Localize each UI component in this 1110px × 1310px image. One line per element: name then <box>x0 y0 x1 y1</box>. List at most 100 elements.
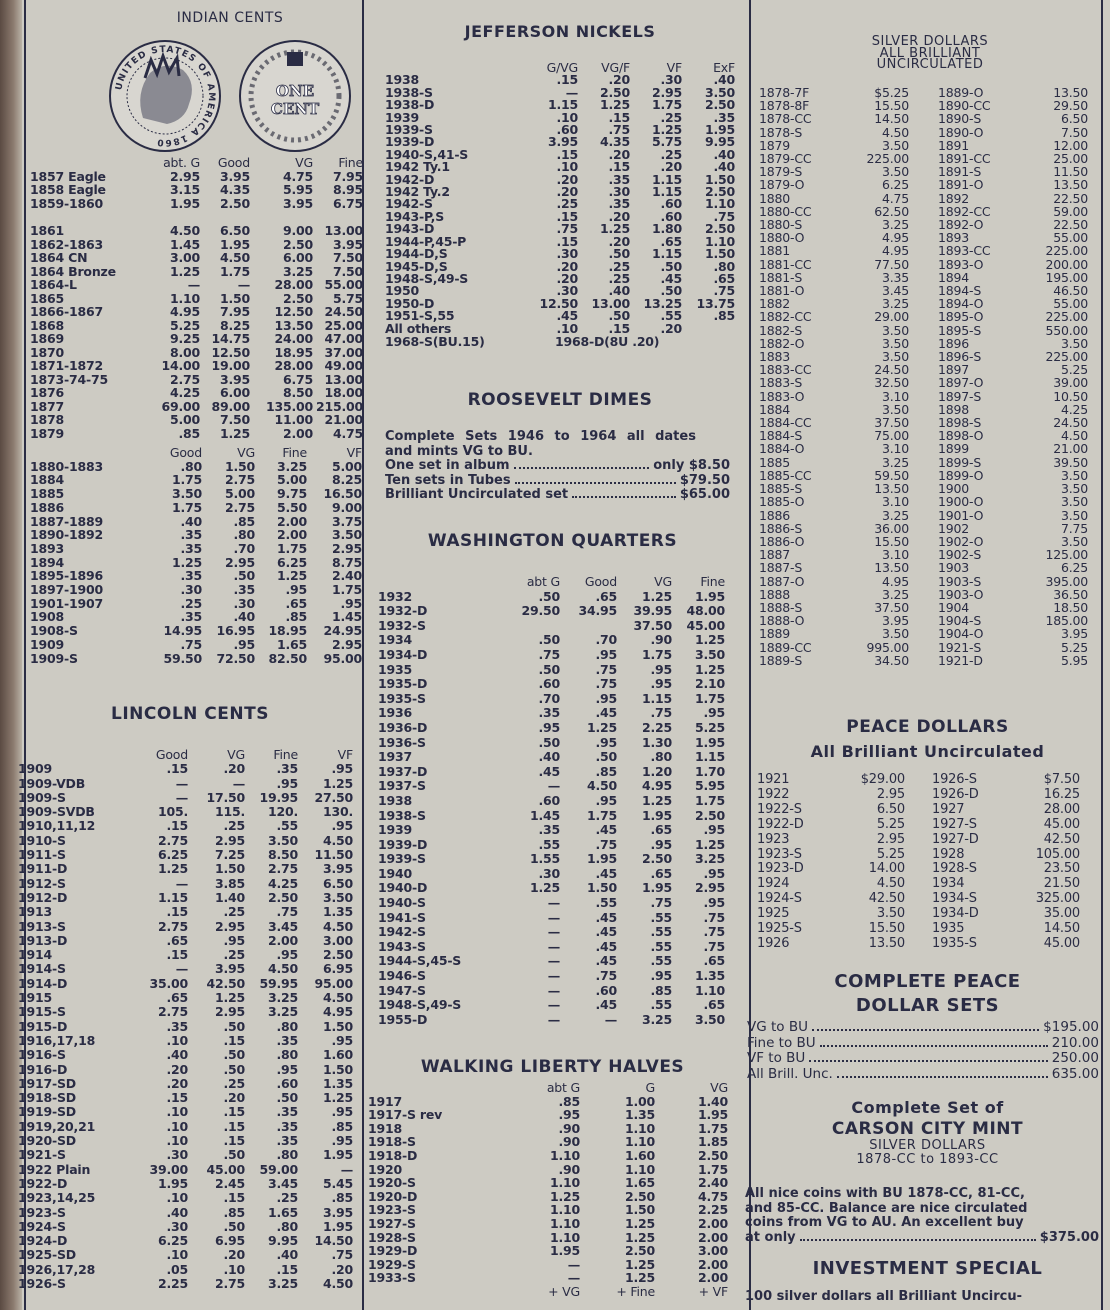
price-cell: .50 <box>608 246 630 262</box>
price-cell: 21.50 <box>1043 876 1080 892</box>
price-cell: — <box>547 938 561 954</box>
row-label: 1915-D <box>18 1018 68 1034</box>
price-cell: 3.50 <box>267 832 298 848</box>
price-cell: .95 <box>595 646 617 662</box>
row-label: 1897-1900 <box>30 582 103 598</box>
row-label: 1857 Eagle <box>30 168 106 184</box>
price-cell: .75 <box>595 968 617 984</box>
row-label: 1922-S <box>757 801 802 817</box>
row-label: 1928-S <box>368 1229 416 1245</box>
price-cell: 1.55 <box>529 851 560 867</box>
price-cell: .75 <box>595 836 617 852</box>
table-row: 1921 $29.00 <box>757 772 905 788</box>
offer-label: VF to BU <box>747 1050 806 1066</box>
row-label: 1864 Bronze <box>30 263 116 279</box>
price-cell: 45.00 <box>1043 935 1080 951</box>
price-cell: 2.25 <box>157 1275 188 1291</box>
price-cell: 24.00 <box>274 331 313 346</box>
table-row: 1935-S 45.00 <box>932 935 1080 952</box>
price-cell: 1.15 <box>641 690 672 706</box>
column-header: abt G <box>546 1080 580 1095</box>
price-cell: .35 <box>180 609 202 625</box>
table-row: 1881 4.95 <box>759 244 909 257</box>
price-cell: .95 <box>650 836 672 852</box>
price-cell: 12.00 <box>1053 137 1088 153</box>
price-cell: .75 <box>650 895 672 911</box>
price-cell: .85 <box>650 982 672 998</box>
price-cell: .15 <box>556 146 578 162</box>
row-label: 1918-S <box>368 1134 416 1150</box>
row-label: 1922-D <box>18 1175 68 1191</box>
row-label: 1859-1860 <box>30 195 103 211</box>
price-cell: 13.25 <box>643 295 682 311</box>
price-cell: 27.50 <box>314 789 353 805</box>
price-cell: .95 <box>650 968 672 984</box>
price-cell: 2.00 <box>697 1215 728 1231</box>
price-cell: 995.00 <box>866 639 909 655</box>
price-cell: 2.75 <box>157 1004 188 1020</box>
price-cell: .15 <box>166 818 188 834</box>
offer-price: 250.00 <box>1051 1050 1099 1066</box>
table-row: 1919,20,21 .10 .15 .35 .85 <box>18 1119 353 1134</box>
washington-quarters-table: abt G Good VG Fine 1932.50.65 1.25 1.95 1932-D… <box>378 574 725 1027</box>
price-cell: .20 <box>608 208 630 224</box>
price-cell: 1.25 <box>322 1090 353 1106</box>
price-cell: — <box>547 895 561 911</box>
table-row: 1944-D,S .30 .50 1.15 1.50 <box>385 246 755 262</box>
price-cell: 1.75 <box>276 540 307 556</box>
price-cell: 13.00 <box>591 295 630 311</box>
price-cell: 1.25 <box>651 122 682 138</box>
price-cell: 3.50 <box>704 84 735 100</box>
price-cell: 2.00 <box>276 513 307 529</box>
offer-label: Ten sets in Tubes <box>385 472 511 488</box>
table-row: 1942-S .25 .35 .60 1.10 <box>385 198 755 211</box>
row-label: 1915 <box>18 990 52 1006</box>
para-line: All nice coins with BU 1878-CC, 81-CC, <box>745 1186 1025 1201</box>
price-cell: .80 <box>650 749 672 765</box>
price-cell: 28.00 <box>1043 801 1080 817</box>
price-cell: 1.10 <box>549 1147 580 1163</box>
price-cell: 4.25 <box>267 875 298 891</box>
price-cell: .65 <box>166 990 188 1006</box>
price-cell: 22.50 <box>1053 217 1088 233</box>
price-cell: 16.95 <box>216 623 255 639</box>
row-label: 1885 <box>30 486 64 502</box>
row-label: 1896 <box>938 335 970 351</box>
price-cell: 3.25 <box>881 507 909 523</box>
row-label: 1934-D <box>378 646 428 662</box>
price-cell: 36.00 <box>874 520 909 536</box>
table-row: 1927-S 1.10 1.25 2.00 <box>368 1217 728 1231</box>
row-label: 1869 <box>30 331 64 346</box>
price-cell: 1.60 <box>624 1147 655 1163</box>
price-cell: 1.35 <box>694 968 725 984</box>
table-row: 1923 2.95 <box>757 832 905 848</box>
price-cell: 1.40 <box>214 889 245 905</box>
price-cell: .10 <box>166 1247 188 1263</box>
price-cell: 6.95 <box>322 961 353 977</box>
price-cell: — <box>565 84 579 100</box>
price-cell: 6.95 <box>214 1233 245 1249</box>
price-cell: .20 <box>223 761 245 777</box>
price-cell: 3.35 <box>881 269 909 285</box>
row-label: 1951-S,55 <box>385 308 455 324</box>
price-cell: 4.95 <box>881 230 909 246</box>
price-cell: 36.50 <box>1053 586 1088 602</box>
table-row: 1909-VDB — — .95 1.25 <box>18 775 353 791</box>
price-cell: .95 <box>276 775 298 791</box>
row-label: 1925 <box>757 906 790 922</box>
column-header: VG <box>237 445 255 460</box>
row-label: 1918-D <box>368 1147 418 1163</box>
row-label: 1878-S <box>759 124 803 140</box>
price-cell: 4.50 <box>1060 428 1088 444</box>
price-cell: — <box>187 277 201 292</box>
table-row: 1882-CC 29.00 <box>759 310 909 323</box>
price-cell: 5.25 <box>1060 639 1088 655</box>
price-cell: 24.50 <box>324 304 363 319</box>
price-cell: 5.00 <box>331 458 362 474</box>
price-cell: .80 <box>180 458 202 474</box>
price-cell: 49.00 <box>324 358 363 373</box>
row-label: 1916-S <box>18 1047 66 1063</box>
price-cell: 45.00 <box>686 617 725 633</box>
washington-quarters-title: WASHINGTON QUARTERS <box>427 531 678 551</box>
table-row: 1885 3.50 5.00 9.75 16.50 <box>30 487 362 501</box>
